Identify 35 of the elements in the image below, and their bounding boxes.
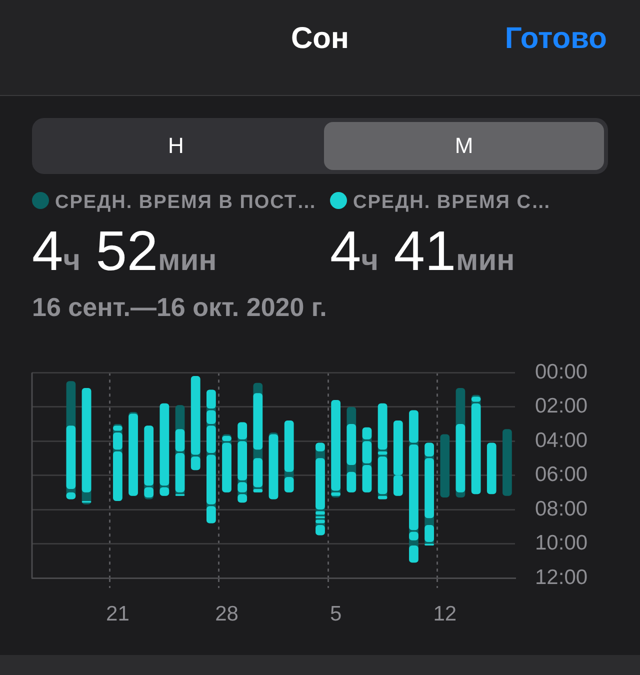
- bar: [284, 477, 294, 492]
- y-tick-label: 12:00: [535, 566, 588, 589]
- bar: [502, 429, 512, 496]
- bar: [424, 524, 434, 542]
- bar: [346, 472, 356, 492]
- text: 16 сент.—16 окт. 2020 г.: [32, 292, 327, 323]
- legend-label: СРЕДН. ВРЕМЯ С…: [352, 192, 552, 214]
- x-tick-label: 12: [433, 602, 457, 626]
- bar: [486, 442, 496, 494]
- y-tick-label: 04:00: [535, 428, 588, 452]
- bar: [253, 393, 263, 450]
- bar: [456, 424, 466, 492]
- text: Готово: [504, 22, 607, 56]
- y-tick-label: 02:00: [535, 394, 588, 418]
- y-tick-label: 00:00: [535, 360, 588, 384]
- bar: [409, 545, 418, 563]
- x-tick-label: 28: [215, 602, 238, 626]
- bar: [206, 390, 216, 409]
- chart-title: Сон: [290, 22, 350, 55]
- bar: [378, 403, 388, 450]
- y-tick-label: 08:00: [535, 497, 588, 520]
- bar: [113, 451, 122, 501]
- bar: [144, 426, 154, 486]
- x-tick-label: 21: [106, 602, 130, 626]
- y-tick-label: 10:00: [535, 532, 588, 555]
- bar: [440, 434, 450, 498]
- bar: [284, 420, 294, 472]
- x-tick-label: 5: [330, 602, 342, 626]
- bar: [66, 426, 76, 489]
- legend-label: СРЕДН. ВРЕМЯ В ПОСТ…: [54, 192, 317, 214]
- text: 4ч 41мин: [330, 219, 515, 282]
- segmented-control: Н М: [32, 118, 608, 174]
- bar: [346, 424, 356, 466]
- y-tick-label: 06:00: [535, 463, 588, 486]
- text: 4ч 52мин: [32, 219, 217, 282]
